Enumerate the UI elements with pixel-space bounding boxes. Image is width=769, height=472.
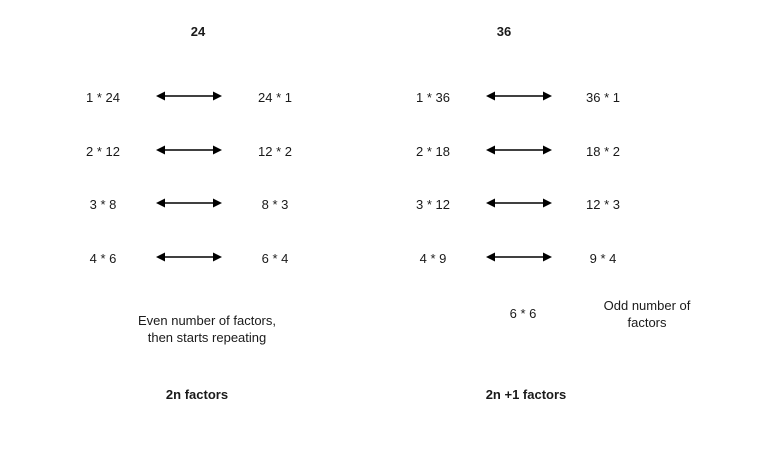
double-arrow-icon — [156, 198, 222, 208]
left-row-3-factor-pair: 3 * 8 — [89, 197, 117, 212]
right-row-3-factor-pair: 3 * 12 — [416, 197, 450, 212]
left-row-2-factor-pair: 2 * 12 — [86, 144, 120, 159]
left-title: 24 — [190, 24, 206, 39]
left-note-line-1: Even number of factors, — [137, 313, 276, 328]
left-summary: 2n factors — [165, 387, 229, 402]
double-arrow-icon — [156, 252, 222, 262]
double-arrow-icon — [486, 252, 552, 262]
right-row-4-factor-pair-reversed: 9 * 4 — [589, 251, 617, 266]
left-row-1-factor-pair: 1 * 24 — [86, 90, 120, 105]
right-note-line-2: factors — [627, 315, 667, 330]
left-row-3-factor-pair-reversed: 8 * 3 — [261, 197, 289, 212]
right-row-2-factor-pair: 2 * 18 — [416, 144, 450, 159]
double-arrow-icon — [486, 145, 552, 155]
left-note: Even number of factors, then starts repe… — [92, 312, 322, 346]
left-note-line-2: then starts repeating — [147, 330, 267, 345]
double-arrow-icon — [486, 198, 552, 208]
right-square-factor-pair: 6 * 6 — [509, 306, 537, 321]
right-row-1-factor-pair-reversed: 36 * 1 — [586, 90, 620, 105]
double-arrow-icon — [156, 91, 222, 101]
left-row-1-factor-pair-reversed: 24 * 1 — [258, 90, 292, 105]
right-note-line-1: Odd number of — [603, 298, 691, 313]
right-row-4-factor-pair: 4 * 9 — [419, 251, 447, 266]
right-row-1-factor-pair: 1 * 36 — [416, 90, 450, 105]
left-row-2-factor-pair-reversed: 12 * 2 — [258, 144, 292, 159]
double-arrow-icon — [486, 91, 552, 101]
double-arrow-icon — [156, 145, 222, 155]
left-row-4-factor-pair: 4 * 6 — [89, 251, 117, 266]
right-row-2-factor-pair-reversed: 18 * 2 — [586, 144, 620, 159]
right-row-3-factor-pair-reversed: 12 * 3 — [586, 197, 620, 212]
right-summary: 2n +1 factors — [485, 387, 567, 402]
right-title: 36 — [496, 24, 512, 39]
right-note: Odd number of factors — [582, 297, 712, 331]
left-row-4-factor-pair-reversed: 6 * 4 — [261, 251, 289, 266]
